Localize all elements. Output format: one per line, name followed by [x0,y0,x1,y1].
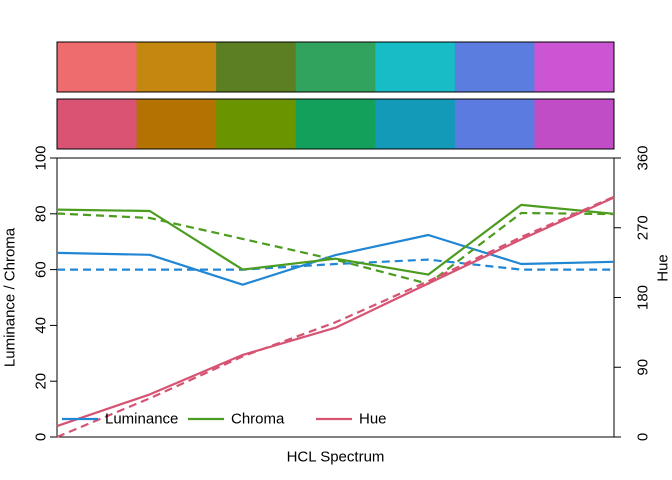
reference-palette-swatch-7 [534,42,615,92]
actual-palette-swatch-2 [136,99,217,149]
x-axis-title: HCL Spectrum [287,449,385,466]
reference-palette-swatch-1 [57,42,138,92]
actual-palette-border [56,98,615,150]
luminance-dashed-line [57,258,614,271]
actual-palette-swatch-3 [216,99,297,149]
left-tick-label-80: 80 [33,205,50,222]
hue-dashed-line [56,195,615,439]
actual-palette-swatch-1 [57,99,138,149]
luminance-solid-line [56,233,615,286]
right-tick-label-0: 0 [635,433,652,441]
left-tick-label-20: 20 [33,373,50,390]
right-tick-label-270: 270 [635,215,652,240]
plot-frame [56,157,615,438]
legend-chroma-label: Chroma [231,411,285,428]
actual-palette-swatch-6 [454,99,535,149]
reference-palette-swatch-2 [136,42,217,92]
left-tick-label-40: 40 [33,317,50,334]
legend-luminance-label: Luminance [105,411,178,428]
left-tick-label-100: 100 [33,145,50,170]
actual-palette-swatch-4 [295,99,376,149]
reference-palette-border [56,41,615,93]
reference-palette-swatch-4 [295,42,376,92]
left-tick-label-0: 0 [33,433,50,441]
left-axis-title: Luminance / Chroma [2,227,19,367]
left-tick-label-60: 60 [33,261,50,278]
right-tick-label-360: 360 [635,145,652,170]
actual-palette-swatch-5 [375,99,456,149]
reference-palette-swatch-5 [375,42,456,92]
right-axis-title: Hue [655,254,672,282]
chroma-dashed-line [56,211,615,285]
legend-hue-label: Hue [359,411,387,428]
right-tick-label-90: 90 [635,359,652,376]
actual-palette-swatch-7 [534,99,615,149]
reference-palette-swatch-3 [216,42,297,92]
chroma-solid-line [56,203,615,276]
right-tick-label-180: 180 [635,285,652,310]
reference-palette-swatch-6 [454,42,535,92]
hue-solid-line [56,196,615,428]
